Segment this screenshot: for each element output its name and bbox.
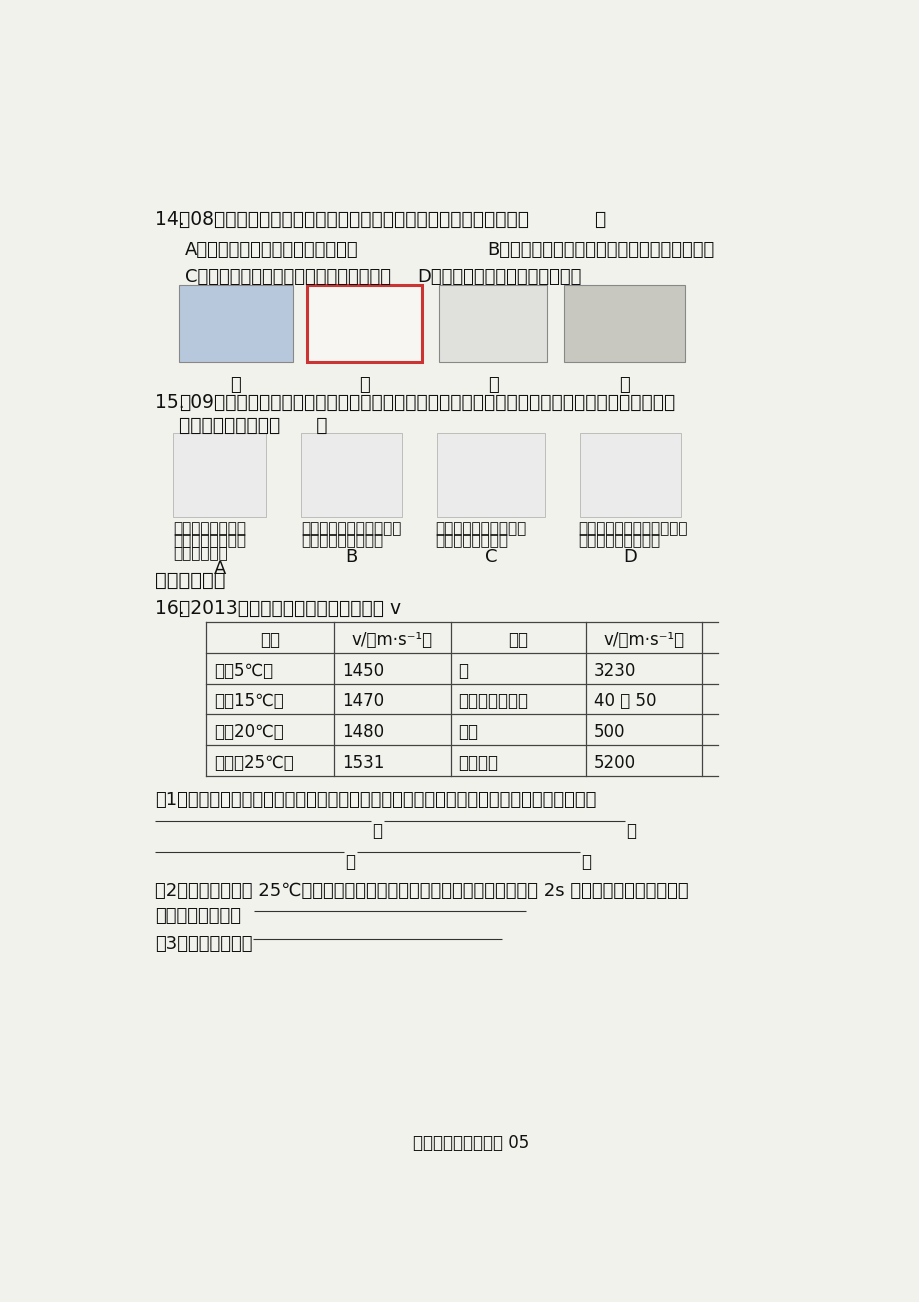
Bar: [579, 432, 680, 517]
Text: 软木: 软木: [458, 723, 478, 741]
Text: C: C: [484, 548, 496, 566]
Text: 时，水面水花四溅: 时，水面水花四溅: [435, 534, 507, 548]
Text: （08无锡）下图是探究声现象的四种实验情景，下列说法正确的是（           ）: （08无锡）下图是探究声现象的四种实验情景，下列说法正确的是（ ）: [178, 210, 605, 229]
Text: 海水（25℃）: 海水（25℃）: [214, 754, 294, 772]
Text: 计算出海水深度为: 计算出海水深度为: [155, 907, 241, 924]
Text: 5200: 5200: [594, 754, 635, 772]
Text: （3）真空中声速是: （3）真空中声速是: [155, 935, 253, 953]
Text: ；: ；: [626, 823, 636, 840]
Text: B: B: [345, 548, 357, 566]
Text: （2013广州）下表是某些介质的声速 v: （2013广州）下表是某些介质的声速 v: [178, 599, 401, 618]
Text: C．丙实验说明音叉的振幅越大，音调越高: C．丙实验说明音叉的振幅越大，音调越高: [185, 268, 391, 286]
Bar: [301, 432, 402, 517]
Text: 。: 。: [581, 853, 591, 871]
Text: 声音明显减弱: 声音明显减弱: [173, 546, 228, 561]
Bar: [437, 432, 545, 517]
Text: ，: ，: [372, 823, 382, 840]
Bar: [564, 285, 684, 362]
Text: 介质: 介质: [508, 630, 528, 648]
Text: 甲: 甲: [231, 376, 241, 393]
Text: 1531: 1531: [342, 754, 384, 772]
Text: D: D: [623, 548, 637, 566]
Text: 软橡胶（常温）: 软橡胶（常温）: [458, 693, 528, 711]
Text: 不断剪短，声音变高: 不断剪短，声音变高: [301, 534, 382, 548]
Text: 1450: 1450: [342, 661, 384, 680]
Text: A．甲实验说明声音的传播需要介质: A．甲实验说明声音的传播需要介质: [185, 241, 358, 259]
Text: B．乙实验说明钓尺振动的频率越高，响度越大: B．乙实验说明钓尺振动的频率越高，响度越大: [486, 241, 713, 259]
Text: A: A: [213, 560, 225, 578]
Text: 3230: 3230: [594, 661, 636, 680]
Text: v/（m·s⁻¹）: v/（m·s⁻¹）: [603, 630, 684, 648]
Text: ，: ，: [345, 853, 355, 871]
Text: 铁（棒）: 铁（棒）: [458, 754, 498, 772]
Text: 500: 500: [594, 723, 625, 741]
Text: 【拓展延伸】: 【拓展延伸】: [155, 572, 225, 590]
Text: 介质: 介质: [260, 630, 280, 648]
Text: 14.: 14.: [155, 210, 185, 229]
Text: 水（15℃）: 水（15℃）: [214, 693, 284, 711]
Text: 观察纸层跳动的情况: 观察纸层跳动的情况: [578, 534, 660, 548]
Text: 1470: 1470: [342, 693, 384, 711]
Text: 40 至 50: 40 至 50: [594, 693, 656, 711]
Text: （09济宁）为了探究声音的响度与振幅的关系，小明设计了如图所示的几个实验。你认为能够完成: （09济宁）为了探究声音的响度与振幅的关系，小明设计了如图所示的几个实验。你认为…: [178, 393, 674, 411]
Bar: [173, 432, 266, 517]
Text: 一些后，闹钟的馓: 一些后，闹钟的馓: [173, 534, 246, 548]
Text: D．丁实验说明声波不能传递能量: D．丁实验说明声波不能传递能量: [417, 268, 581, 286]
Text: 这个探究目的的是（      ）: 这个探究目的的是（ ）: [178, 415, 326, 435]
Text: 1480: 1480: [342, 723, 384, 741]
Text: v/（m·s⁻¹）: v/（m·s⁻¹）: [351, 630, 433, 648]
Text: 15.: 15.: [155, 393, 185, 411]
Text: 用发声的音叉接触水面: 用发声的音叉接触水面: [435, 521, 526, 536]
Text: 水（20℃）: 水（20℃）: [214, 723, 284, 741]
Text: （1）分析表格的信息，推断声速大小可能跟哪些因素有关？（只须写出两种）依据是什么？: （1）分析表格的信息，推断声速大小可能跟哪些因素有关？（只须写出两种）依据是什么…: [155, 792, 596, 810]
Text: 用大小不同的力敲打鼓面，: 用大小不同的力敲打鼓面，: [578, 521, 687, 536]
Text: 乙: 乙: [358, 376, 369, 393]
Text: 冰: 冰: [458, 661, 468, 680]
Text: 初三物理复习导学案 05: 初三物理复习导学案 05: [413, 1134, 529, 1152]
Text: 把罩内的空气抖去: 把罩内的空气抖去: [173, 521, 246, 536]
Bar: [307, 285, 422, 362]
Text: 丁: 丁: [618, 376, 630, 393]
Text: （2）设海水温度为 25℃，在海面用超声测位仪向海底垂直发射声波，经过 2s 后收到回波，根据公式，: （2）设海水温度为 25℃，在海面用超声测位仪向海底垂直发射声波，经过 2s 后…: [155, 883, 688, 901]
Bar: [438, 285, 547, 362]
Text: 用力吹一根细管，并将它: 用力吹一根细管，并将它: [301, 521, 401, 536]
Text: 丙: 丙: [487, 376, 498, 393]
Text: 水（5℃）: 水（5℃）: [214, 661, 273, 680]
Text: 16.: 16.: [155, 599, 185, 618]
Bar: [178, 285, 293, 362]
